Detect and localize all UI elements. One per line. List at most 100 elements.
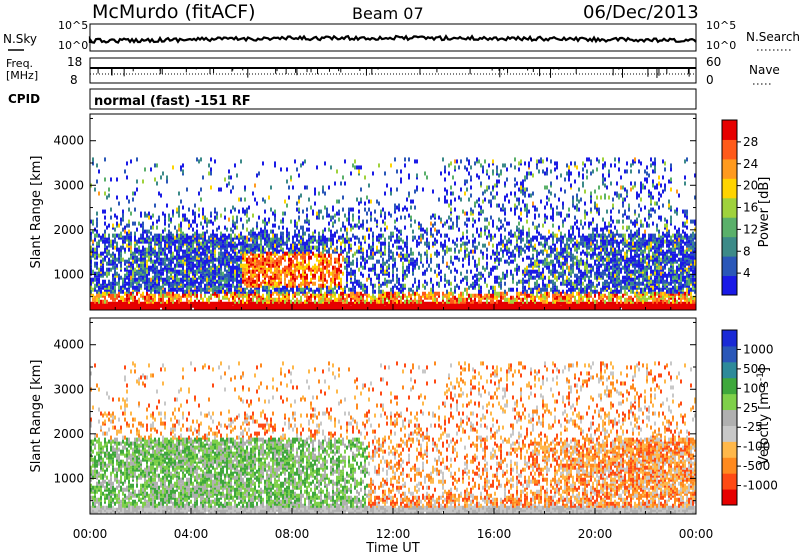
heat-cell <box>252 244 254 248</box>
noise-trace <box>90 36 696 43</box>
heat-cell <box>270 264 272 268</box>
heat-cell <box>390 292 392 296</box>
heat-cell <box>120 276 122 280</box>
heat-cell <box>450 161 452 165</box>
heat-cell <box>128 236 130 240</box>
heat-cell <box>182 272 184 276</box>
heat-cell <box>104 272 106 276</box>
heat-cell <box>326 250 328 254</box>
heat-cell <box>500 226 502 230</box>
heat-cell <box>214 254 216 258</box>
heat-cell <box>414 298 416 302</box>
heat-cell <box>118 202 120 206</box>
heat-cell <box>224 260 226 264</box>
heat-cell <box>442 157 444 161</box>
heat-cell <box>218 242 220 246</box>
heat-cell <box>340 302 342 306</box>
heat-cell <box>284 252 286 256</box>
heat-cell <box>326 264 328 268</box>
heat-cell <box>208 163 210 167</box>
heat-cell <box>444 177 446 181</box>
heat-cell <box>158 216 160 220</box>
heat-cell <box>100 300 102 304</box>
heat-cell <box>416 173 418 177</box>
heat-cell <box>126 298 128 302</box>
heat-cell <box>418 252 420 256</box>
heat-cell <box>478 204 480 208</box>
heat-cell <box>500 258 502 262</box>
heat-cell <box>158 262 160 266</box>
heat-cell <box>118 248 120 252</box>
heat-cell <box>300 282 302 286</box>
heat-cell <box>230 302 232 306</box>
heat-cell <box>126 288 128 292</box>
heat-cell <box>226 288 228 292</box>
heat-cell <box>116 294 118 298</box>
heat-cell <box>454 159 456 163</box>
heat-cell <box>502 272 504 276</box>
heat-cell <box>314 188 316 192</box>
heat-cell <box>226 270 228 274</box>
heat-cell <box>322 190 324 194</box>
heat-cell <box>248 284 250 288</box>
heat-cell <box>264 270 266 274</box>
heat-cell <box>476 268 478 272</box>
heat-cell <box>248 248 250 252</box>
heat-cell <box>208 246 210 250</box>
heat-cell <box>318 254 320 258</box>
heat-cell <box>364 284 366 288</box>
heat-cell <box>180 278 182 282</box>
heat-cell <box>390 192 392 196</box>
heat-cell <box>162 230 164 234</box>
heat-cell <box>168 250 170 254</box>
heat-cell <box>334 298 336 302</box>
heat-cell <box>404 284 406 288</box>
heat-cell <box>446 190 448 194</box>
heat-cell <box>516 292 518 296</box>
heat-cell <box>324 278 326 282</box>
heat-cell <box>152 288 154 292</box>
heat-cell <box>228 169 230 173</box>
heat-cell <box>498 228 500 232</box>
noise-left-tick-bottom: 10^0 <box>58 39 88 52</box>
heat-cell <box>108 224 110 228</box>
heat-cell <box>150 232 152 236</box>
heat-cell <box>430 258 432 262</box>
heat-cell <box>198 286 200 290</box>
heat-cell <box>298 173 300 177</box>
heat-cell <box>140 302 142 306</box>
heat-cell <box>342 288 344 292</box>
heat-cell <box>152 298 154 302</box>
heat-cell <box>256 300 258 304</box>
heat-cell <box>484 268 486 272</box>
heat-cell <box>380 210 382 214</box>
heat-cell <box>200 242 202 246</box>
heat-cell <box>362 248 364 252</box>
heat-cell <box>400 290 402 294</box>
heat-cell <box>166 292 168 296</box>
heat-cell <box>422 300 424 304</box>
heat-cell <box>164 262 166 266</box>
heat-cell <box>204 278 206 282</box>
heat-cell <box>92 157 94 161</box>
heat-cell <box>470 212 472 216</box>
heat-cell <box>304 220 306 224</box>
heat-cell <box>430 216 432 220</box>
heat-cell <box>370 282 372 286</box>
heat-cell <box>176 278 178 282</box>
heat-cell <box>150 238 152 242</box>
heat-cell <box>116 272 118 276</box>
heat-cell <box>350 272 352 276</box>
heat-cell <box>376 246 378 250</box>
heat-cell <box>364 258 366 262</box>
heat-cell <box>474 284 476 288</box>
heat-cell <box>180 288 182 292</box>
heat-cell <box>166 179 168 183</box>
heat-cell <box>156 238 158 242</box>
heat-cell <box>418 236 420 240</box>
heat-cell <box>508 200 510 204</box>
heat-cell <box>334 258 336 262</box>
heat-cell <box>306 252 308 256</box>
heat-cell <box>454 286 456 290</box>
heat-cell <box>334 282 336 286</box>
